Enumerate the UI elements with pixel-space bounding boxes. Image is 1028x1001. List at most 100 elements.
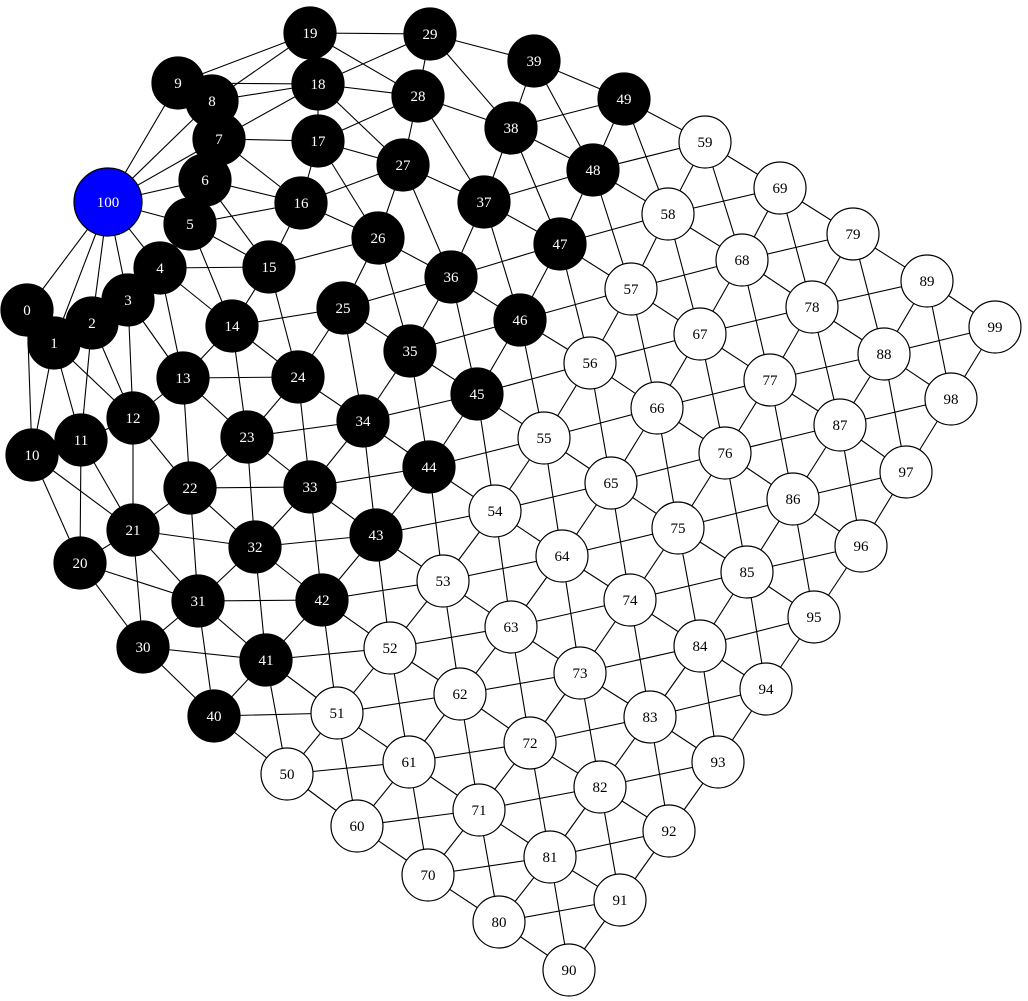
node-65: 65 [584,456,638,510]
node-label: 78 [805,300,820,316]
node-label: 26 [371,231,387,247]
node-62: 62 [433,667,487,721]
node-label: 3 [124,293,132,309]
node-88: 88 [857,327,911,381]
node-label: 94 [759,682,775,698]
node-25: 25 [316,281,370,335]
node-9: 9 [151,56,205,110]
node-label: 12 [126,411,141,427]
node-circle [834,519,888,573]
node-circle [402,440,456,494]
node-45: 45 [450,367,504,421]
node-36: 36 [424,250,478,304]
node-label: 21 [126,523,141,539]
node-circle [424,250,478,304]
node-label: 66 [650,401,666,417]
node-circle [523,830,577,884]
node-label: 58 [661,207,676,223]
node-27: 27 [376,138,430,192]
node-circle [630,381,684,435]
node-circle [291,114,345,168]
node-label: 6 [201,173,209,189]
node-20: 20 [53,536,107,590]
node-circle [5,428,59,482]
node-58: 58 [641,187,695,241]
node-18: 18 [291,57,345,111]
node-97: 97 [879,445,933,499]
node-circle [968,300,1022,354]
node-circle [401,848,455,902]
node-label: 11 [74,433,88,449]
node-47: 47 [533,217,587,271]
node-73: 73 [553,646,607,700]
node-circle [484,600,538,654]
node-label: 18 [311,77,326,93]
node-label: 30 [136,640,151,656]
node-12: 12 [106,391,160,445]
node-label: 97 [899,465,915,481]
node-circle [678,115,732,169]
node-circle [813,398,867,452]
node-circle [457,175,511,229]
node-circle [766,472,820,526]
node-72: 72 [503,716,557,770]
node-circle [416,554,470,608]
node-label: 61 [402,755,417,771]
node-10: 10 [5,428,59,482]
node-23: 23 [220,410,274,464]
node-3: 3 [101,273,155,327]
node-label: 43 [369,528,384,544]
node-label: 53 [436,574,451,590]
node-circle [900,254,954,308]
node-label: 22 [183,481,198,497]
node-68: 68 [715,233,769,287]
node-circle [133,241,187,295]
node-circle [271,350,325,404]
node-circle [715,233,769,287]
node-circle [187,689,241,743]
node-label: 36 [444,270,460,286]
node-100: 100 [73,167,143,237]
node-15: 15 [242,240,296,294]
node-label: 38 [504,121,519,137]
node-16: 16 [274,176,328,230]
node-89: 89 [900,254,954,308]
node-label: 50 [280,767,295,783]
node-label: 91 [613,893,628,909]
node-label: 47 [553,237,569,253]
node-label: 5 [186,217,194,233]
node-label: 42 [315,593,330,609]
node-circle [330,799,384,853]
node-label: 48 [586,163,601,179]
node-label: 27 [396,158,412,174]
node-circle [433,667,487,721]
node-label: 28 [411,89,426,105]
node-49: 49 [597,72,651,126]
node-label: 39 [527,54,542,70]
node-label: 52 [383,641,398,657]
node-14: 14 [205,299,259,353]
node-circle [283,460,337,514]
node-circle [924,372,978,426]
node-label: 17 [311,134,327,150]
node-label: 13 [176,371,191,387]
node-circle [382,735,436,789]
node-circle [73,167,143,237]
node-circle [593,873,647,927]
node-circle [826,207,880,261]
node-13: 13 [156,351,210,405]
node-label: 1 [50,336,58,352]
node-41: 41 [239,633,293,687]
node-circle [228,520,282,574]
node-11: 11 [54,413,108,467]
node-label: 45 [470,387,485,403]
node-label: 64 [555,549,571,565]
node-circle [468,484,522,538]
node-circle [239,633,293,687]
node-label: 96 [854,539,870,555]
node-90: 90 [542,943,596,997]
node-label: 85 [740,565,755,581]
node-circle [53,536,107,590]
node-label: 93 [711,755,726,771]
